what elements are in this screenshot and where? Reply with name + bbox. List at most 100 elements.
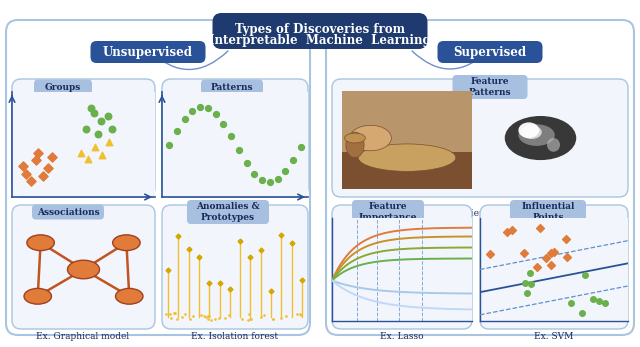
Point <box>545 262 556 268</box>
Point <box>90 144 100 149</box>
FancyBboxPatch shape <box>162 205 308 329</box>
FancyBboxPatch shape <box>34 79 92 94</box>
Ellipse shape <box>518 124 555 146</box>
FancyBboxPatch shape <box>90 41 205 63</box>
Text: Supervised: Supervised <box>453 45 527 59</box>
FancyBboxPatch shape <box>32 204 104 220</box>
Point <box>93 131 103 137</box>
Point <box>83 156 93 162</box>
Ellipse shape <box>521 125 542 139</box>
Point <box>180 117 190 122</box>
Point <box>273 176 283 182</box>
FancyBboxPatch shape <box>326 20 634 335</box>
Point <box>577 310 588 315</box>
Ellipse shape <box>24 288 51 304</box>
Point <box>249 171 259 177</box>
Point <box>588 297 598 302</box>
Point <box>265 179 275 185</box>
Point <box>203 105 213 111</box>
Text: Unsupervised: Unsupervised <box>103 45 193 59</box>
Point <box>296 144 306 150</box>
Text: Ex. Dimension reduction: Ex. Dimension reduction <box>178 209 292 218</box>
Point <box>226 134 236 139</box>
Circle shape <box>518 122 539 138</box>
Point <box>280 169 291 174</box>
FancyBboxPatch shape <box>12 79 155 197</box>
Point <box>545 250 556 255</box>
Point <box>43 165 53 170</box>
Point <box>485 252 495 257</box>
Point <box>172 128 182 134</box>
FancyBboxPatch shape <box>6 20 310 335</box>
Text: Ex. SVM: Ex. SVM <box>534 332 573 341</box>
Point <box>102 113 113 119</box>
Point <box>561 237 571 242</box>
Point <box>549 249 559 255</box>
Point <box>104 139 115 145</box>
Point <box>95 119 106 124</box>
Ellipse shape <box>350 125 392 151</box>
Point <box>525 271 536 276</box>
FancyBboxPatch shape <box>201 79 263 94</box>
Point <box>257 178 267 183</box>
Text: Ex. Isolation forest: Ex. Isolation forest <box>191 332 278 341</box>
Ellipse shape <box>116 288 143 304</box>
Point <box>526 281 536 287</box>
Point <box>502 229 512 235</box>
Point <box>38 173 49 179</box>
Point <box>594 298 604 304</box>
Text: Feature
Importance: Feature Importance <box>359 202 417 222</box>
Point <box>19 163 29 168</box>
Point <box>600 300 610 305</box>
Point <box>566 300 576 305</box>
Bar <box>342 91 472 152</box>
Text: Feature
Patterns: Feature Patterns <box>468 77 511 97</box>
Point <box>164 142 175 147</box>
Ellipse shape <box>67 260 99 279</box>
Point <box>534 226 545 231</box>
FancyBboxPatch shape <box>162 79 308 197</box>
Point <box>218 121 228 127</box>
Point <box>561 254 572 260</box>
Point <box>97 152 108 158</box>
Point <box>86 105 96 111</box>
Text: Associations: Associations <box>36 208 99 217</box>
Point <box>33 150 43 156</box>
Point <box>31 158 42 163</box>
Point <box>21 171 31 177</box>
Point <box>520 281 531 286</box>
Point <box>532 264 542 270</box>
Point <box>188 108 198 113</box>
Text: Ex. Clustering: Ex. Clustering <box>50 209 116 218</box>
Point <box>541 256 551 261</box>
Point <box>241 160 252 166</box>
FancyBboxPatch shape <box>12 205 155 329</box>
Text: Ex. Graphical model: Ex. Graphical model <box>36 332 129 341</box>
Point <box>88 110 99 116</box>
FancyBboxPatch shape <box>438 41 543 63</box>
Text: Influential
Points: Influential Points <box>522 202 575 222</box>
Ellipse shape <box>27 235 54 251</box>
Point <box>26 178 36 184</box>
FancyBboxPatch shape <box>452 75 527 99</box>
FancyBboxPatch shape <box>187 200 269 224</box>
Text: Interpretable  Machine  Learning: Interpretable Machine Learning <box>209 34 431 46</box>
Point <box>507 227 517 232</box>
Text: Ex. Lasso: Ex. Lasso <box>380 332 424 341</box>
Text: Types of Discoveries from: Types of Discoveries from <box>235 23 405 35</box>
FancyBboxPatch shape <box>332 205 472 329</box>
FancyBboxPatch shape <box>212 13 428 49</box>
Point <box>107 126 117 132</box>
FancyBboxPatch shape <box>352 200 424 224</box>
Point <box>195 104 205 110</box>
Point <box>211 111 221 117</box>
FancyBboxPatch shape <box>332 79 628 197</box>
Ellipse shape <box>346 132 364 158</box>
FancyBboxPatch shape <box>480 205 628 329</box>
FancyBboxPatch shape <box>510 200 586 224</box>
Point <box>579 272 589 278</box>
Bar <box>342 152 472 189</box>
Point <box>522 290 532 296</box>
Point <box>81 126 92 132</box>
Point <box>519 250 529 256</box>
